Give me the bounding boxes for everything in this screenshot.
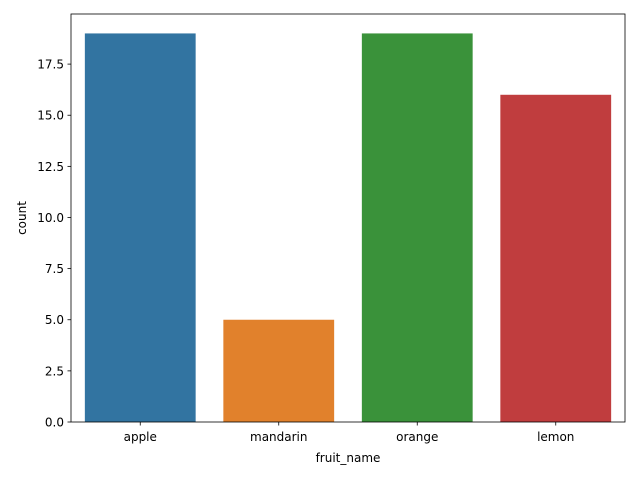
y-tick-label: 10.0 xyxy=(37,211,64,225)
y-tick-label: 7.5 xyxy=(45,262,64,276)
bar-lemon xyxy=(500,94,612,422)
x-tick-label: orange xyxy=(396,430,438,444)
y-axis-label: count xyxy=(15,201,29,235)
bar-mandarin xyxy=(223,319,335,422)
bar-orange xyxy=(361,33,473,423)
plot-frame xyxy=(70,13,626,423)
y-axis-ticks: 0.0 2.5 5.0 7.5 10.0 12.5 15.0 17.5 xyxy=(37,58,71,430)
y-tick-label: 12.5 xyxy=(37,160,64,174)
y-tick-label: 17.5 xyxy=(37,58,64,72)
x-tick-label: mandarin xyxy=(250,430,308,444)
y-tick-label: 15.0 xyxy=(37,109,64,123)
y-tick-label: 2.5 xyxy=(45,364,64,378)
x-axis-ticks: apple mandarin orange lemon xyxy=(124,422,574,444)
y-tick-label: 5.0 xyxy=(45,313,64,327)
x-tick-label: lemon xyxy=(537,430,574,444)
x-axis-label: fruit_name xyxy=(316,451,381,465)
bars-group xyxy=(84,33,612,423)
y-tick-label: 0.0 xyxy=(45,416,64,430)
bar-apple xyxy=(84,33,196,423)
x-tick-label: apple xyxy=(124,430,157,444)
